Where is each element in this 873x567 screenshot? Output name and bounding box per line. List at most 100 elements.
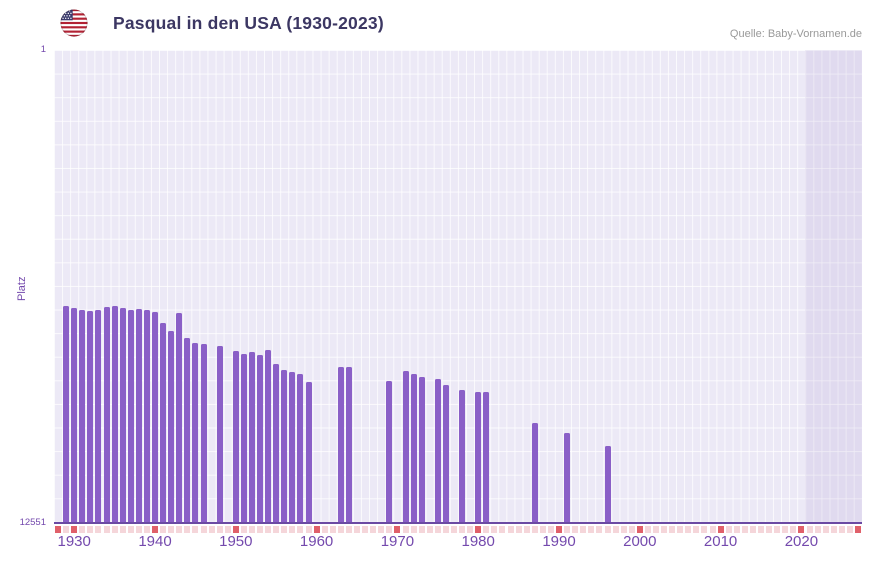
- bar[interactable]: [111, 305, 118, 522]
- x-tick: [168, 526, 175, 533]
- x-axis-label: 1990: [542, 533, 576, 550]
- bar[interactable]: [103, 306, 110, 522]
- x-tick: [337, 526, 344, 533]
- source-label: Quelle: Baby-Vornamen.de: [729, 28, 862, 40]
- x-tick: [758, 526, 764, 533]
- x-tick: [232, 526, 239, 533]
- bar[interactable]: [604, 446, 611, 522]
- x-tick: [564, 526, 571, 533]
- x-tick: [717, 526, 724, 533]
- x-tick: [612, 526, 619, 533]
- x-tick: [830, 526, 837, 533]
- x-tick: [79, 526, 86, 533]
- bar[interactable]: [135, 308, 142, 522]
- x-tick: [628, 526, 635, 533]
- bar[interactable]: [143, 309, 150, 522]
- bar[interactable]: [184, 337, 191, 522]
- bar[interactable]: [168, 330, 175, 522]
- x-tick: [418, 526, 425, 533]
- x-tick: [822, 526, 829, 533]
- x-axis-label: 1930: [57, 533, 91, 550]
- bar[interactable]: [305, 381, 312, 522]
- x-tick: [846, 526, 853, 533]
- us-flag-icon: [60, 9, 88, 37]
- bar[interactable]: [273, 364, 280, 522]
- x-tick: [143, 526, 150, 533]
- bar[interactable]: [232, 350, 239, 522]
- bar[interactable]: [337, 366, 344, 522]
- bar[interactable]: [402, 370, 409, 522]
- bar[interactable]: [63, 305, 70, 522]
- x-tick: [362, 526, 369, 533]
- x-axis-label: 1980: [461, 533, 495, 550]
- x-axis-label: 2010: [703, 533, 738, 550]
- bar[interactable]: [531, 423, 538, 522]
- bar[interactable]: [119, 308, 126, 522]
- x-tick: [782, 526, 789, 533]
- x-tick: [321, 526, 328, 533]
- bar[interactable]: [71, 307, 78, 522]
- x-tick: [273, 526, 280, 533]
- bar[interactable]: [176, 313, 183, 522]
- x-tick: [160, 526, 167, 533]
- bar[interactable]: [152, 311, 158, 522]
- bar[interactable]: [410, 373, 417, 522]
- x-tick: [426, 526, 433, 533]
- x-tick: [636, 526, 643, 533]
- x-tick: [790, 526, 797, 533]
- x-tick: [71, 526, 78, 533]
- bar[interactable]: [265, 350, 272, 522]
- x-tick: [661, 526, 667, 533]
- bar[interactable]: [192, 343, 199, 522]
- y-axis-title: Platz: [16, 276, 28, 301]
- x-tick: [257, 526, 263, 533]
- x-tick: [725, 526, 732, 533]
- bar[interactable]: [240, 353, 247, 522]
- recent-years-band: [805, 50, 862, 522]
- bar[interactable]: [475, 391, 482, 522]
- bar[interactable]: [79, 309, 86, 522]
- x-tick: [733, 526, 740, 533]
- x-tick: [547, 526, 554, 533]
- x-tick: [451, 526, 457, 533]
- bar[interactable]: [289, 371, 296, 522]
- x-tick: [806, 526, 813, 533]
- x-tick: [669, 526, 676, 533]
- x-tick: [580, 526, 587, 533]
- x-tick: [394, 526, 401, 533]
- bar[interactable]: [442, 384, 449, 522]
- bar[interactable]: [386, 380, 393, 522]
- x-tick: [345, 526, 352, 533]
- bar[interactable]: [345, 366, 352, 522]
- x-tick: [741, 526, 748, 533]
- bar[interactable]: [127, 309, 134, 522]
- x-tick: [556, 526, 562, 533]
- x-tick: [87, 526, 94, 533]
- x-axis-label: 1960: [299, 533, 334, 550]
- bar[interactable]: [459, 389, 465, 522]
- bar[interactable]: [216, 345, 223, 522]
- x-tick: [224, 526, 231, 533]
- x-tick: [814, 526, 821, 533]
- bar[interactable]: [249, 352, 255, 522]
- bar[interactable]: [418, 376, 425, 522]
- x-tick: [749, 526, 756, 533]
- bar[interactable]: [564, 432, 571, 522]
- x-tick: [176, 526, 183, 533]
- x-tick: [386, 526, 393, 533]
- bar[interactable]: [297, 374, 304, 522]
- x-axis-label: 2020: [784, 533, 819, 550]
- bar[interactable]: [160, 322, 167, 522]
- bar[interactable]: [200, 344, 207, 522]
- bar[interactable]: [257, 354, 263, 522]
- bar[interactable]: [95, 309, 102, 522]
- bar[interactable]: [87, 311, 94, 522]
- x-tick: [289, 526, 296, 533]
- bar[interactable]: [434, 378, 441, 522]
- x-tick: [855, 526, 861, 533]
- bar[interactable]: [281, 369, 288, 522]
- x-tick: [111, 526, 118, 533]
- x-tick: [653, 526, 659, 533]
- bar[interactable]: [483, 391, 490, 522]
